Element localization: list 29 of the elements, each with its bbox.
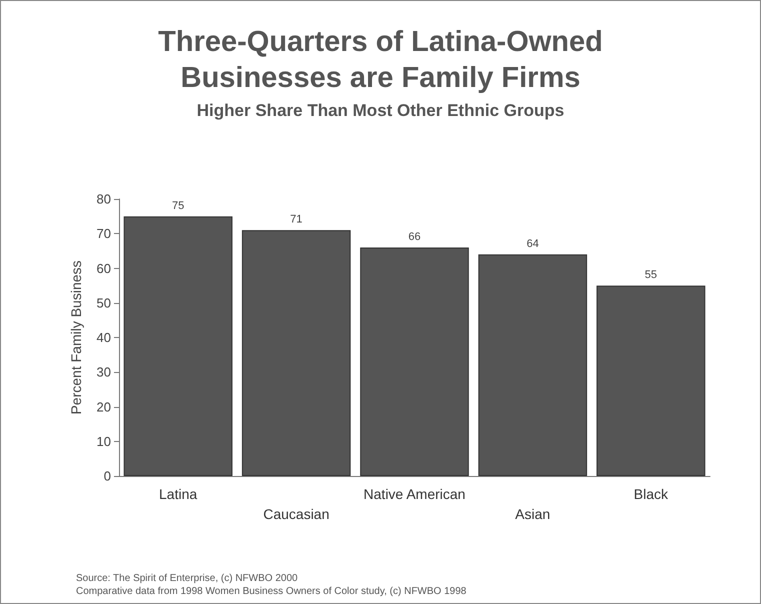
y-tick-label: 70 xyxy=(96,226,111,242)
bar xyxy=(596,286,706,476)
x-tick-label: Caucasian xyxy=(263,506,330,522)
x-tick-label: Black xyxy=(634,486,670,502)
source-note: Source: The Spirit of Enterprise, (c) NFWBO 2000 xyxy=(76,573,298,584)
y-tick-label: 30 xyxy=(96,364,111,380)
y-tick-label: 40 xyxy=(96,330,111,345)
bar xyxy=(124,216,232,476)
data-label: 55 xyxy=(644,269,658,282)
y-tick-label: 80 xyxy=(96,192,111,206)
text: Comparative data from 1998 Women Business Owners of Color study, (c) NFWBO 1998 xyxy=(76,586,467,597)
y-tick-label: 0 xyxy=(104,468,111,484)
x-tick-label: Asian xyxy=(515,506,550,522)
y-axis-title: Percent Family Business xyxy=(68,260,84,415)
y-tick-label: 50 xyxy=(96,295,111,310)
data-label: 71 xyxy=(290,214,302,226)
data-label: 66 xyxy=(408,230,421,243)
bar xyxy=(478,254,588,476)
bar xyxy=(242,230,351,476)
chart-title: Three-Quarters of Latina-Owned Businesses are Family Firms xyxy=(158,26,603,94)
data-label: 64 xyxy=(526,238,539,250)
y-tick-label: 10 xyxy=(96,434,111,449)
data-label: 75 xyxy=(172,200,184,212)
y-tick-label: 20 xyxy=(96,399,111,414)
bar xyxy=(360,247,469,476)
y-tick-label: 60 xyxy=(96,260,111,276)
x-tick-label: Native American xyxy=(364,486,466,502)
x-tick-label: Latina xyxy=(159,486,198,502)
chart-subtitle: Higher Share Than Most Other Ethnic Groups xyxy=(196,101,564,120)
